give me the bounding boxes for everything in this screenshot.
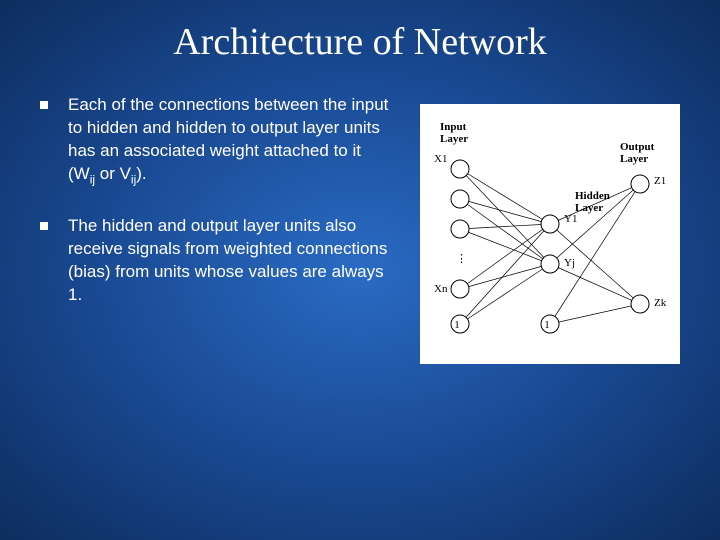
node-label: Xn bbox=[434, 283, 448, 295]
bullet-item: Each of the connections between the inpu… bbox=[40, 94, 390, 187]
node-label: 1 bbox=[544, 319, 550, 331]
content-area: Each of the connections between the inpu… bbox=[0, 64, 720, 364]
bullet-text: Each of the connections between the inpu… bbox=[68, 94, 390, 187]
bullet-marker-icon bbox=[40, 222, 48, 230]
hidden-layer-label: HiddenLayer bbox=[575, 190, 610, 214]
slide: Architecture of Network Each of the conn… bbox=[0, 0, 720, 540]
hidden-layer-nodes bbox=[541, 215, 559, 333]
node-label: Z1 bbox=[654, 175, 666, 187]
output-layer-nodes bbox=[631, 175, 649, 313]
node-label: Y1 bbox=[564, 213, 577, 225]
output-layer-label: OutputLayer bbox=[620, 141, 655, 165]
bullet-text: The hidden and output layer units also r… bbox=[68, 215, 390, 307]
node-label: 1 bbox=[454, 319, 460, 331]
input-layer-label2: Layer bbox=[440, 133, 468, 145]
node-label: X1 bbox=[434, 153, 447, 165]
network-svg: Input Layer HiddenLayer OutputLayer X1 X… bbox=[420, 104, 680, 364]
ellipsis: ⋮ bbox=[456, 253, 467, 265]
node-label: Yj bbox=[564, 257, 575, 269]
bullet-text-part: The hidden and output layer units also r… bbox=[68, 216, 387, 304]
bullet-marker-icon bbox=[40, 101, 48, 109]
bullet-text-part: or V bbox=[95, 164, 131, 183]
node-label: Zk bbox=[654, 297, 667, 309]
network-diagram: Input Layer HiddenLayer OutputLayer X1 X… bbox=[420, 104, 680, 364]
edges-input-hidden bbox=[460, 169, 550, 324]
bullet-list: Each of the connections between the inpu… bbox=[30, 94, 390, 364]
slide-title: Architecture of Network bbox=[0, 0, 720, 64]
input-layer-nodes bbox=[451, 160, 469, 333]
bullet-item: The hidden and output layer units also r… bbox=[40, 215, 390, 307]
input-layer-label: Input bbox=[440, 121, 467, 133]
bullet-text-part: ). bbox=[136, 164, 146, 183]
